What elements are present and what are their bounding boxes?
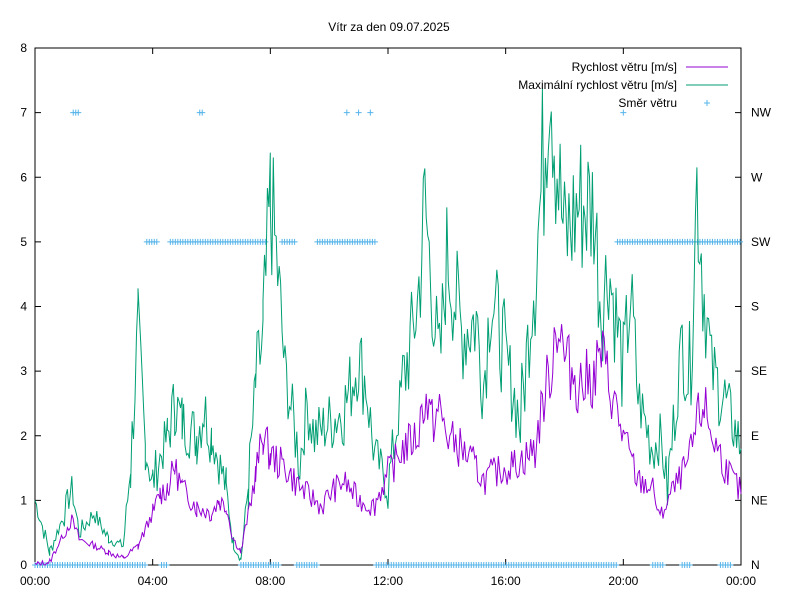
x-tick-label: 04:00 xyxy=(138,574,168,588)
series-direction xyxy=(32,109,743,568)
direction-point xyxy=(620,109,627,116)
y-left-tick-label: 2 xyxy=(20,429,27,443)
legend-label: Maximální rychlost větru [m/s] xyxy=(518,78,677,92)
direction-point xyxy=(659,562,666,568)
direction-point xyxy=(75,109,82,116)
x-tick-label: 00:00 xyxy=(20,574,50,588)
series-max-speed xyxy=(34,87,742,562)
x-tick-label: 00:00 xyxy=(726,574,756,588)
direction-point xyxy=(727,562,734,568)
direction-point xyxy=(371,238,378,245)
direction-point xyxy=(686,562,693,568)
chart-title: Vítr za den 09.07.2025 xyxy=(328,20,450,34)
direction-point xyxy=(262,238,269,245)
x-tick-label: 16:00 xyxy=(491,574,521,588)
y-left-tick-label: 0 xyxy=(20,558,27,572)
y-left-tick-label: 3 xyxy=(20,364,27,378)
y-right-tick-label: NE xyxy=(751,493,768,507)
y-left-tick-label: 8 xyxy=(20,41,27,55)
series-line-speed xyxy=(34,324,742,566)
y-right-tick-label: SW xyxy=(751,235,771,249)
legend-label: Rychlost větru [m/s] xyxy=(572,60,677,74)
y-right-tick-label: SE xyxy=(751,364,767,378)
y-left-tick-label: 5 xyxy=(20,235,27,249)
direction-point xyxy=(313,562,320,568)
legend-label: Směr větru xyxy=(618,96,677,110)
y-right-tick-label: W xyxy=(751,170,763,184)
direction-point xyxy=(291,238,298,245)
direction-point xyxy=(142,562,149,568)
direction-point xyxy=(163,562,170,568)
direction-point xyxy=(199,109,206,116)
series-line-max xyxy=(34,87,742,562)
direction-point xyxy=(343,109,350,116)
axis-ticks: 00:00 04:00 08:00 12:00 16:00 20:00 00:00 0 1 2 3 4… xyxy=(20,41,772,588)
y-left-tick-label: 4 xyxy=(20,300,27,314)
legend: Rychlost větru [m/s] Maximální rychlost v… xyxy=(518,60,728,110)
legend-swatch xyxy=(704,100,710,106)
plot-area-frame xyxy=(34,47,742,566)
x-tick-label: 08:00 xyxy=(255,574,285,588)
y-left-tick-label: 6 xyxy=(20,170,27,184)
y-left-tick-label: 7 xyxy=(20,106,27,120)
direction-point xyxy=(367,109,374,116)
direction-point xyxy=(355,109,362,116)
x-tick-label: 20:00 xyxy=(608,574,638,588)
y-right-tick-label: S xyxy=(751,300,759,314)
y-right-tick-label: E xyxy=(751,429,759,443)
direction-point xyxy=(153,238,160,245)
y-left-tick-label: 1 xyxy=(20,493,27,507)
x-tick-label: 12:00 xyxy=(373,574,403,588)
direction-point xyxy=(613,562,620,568)
direction-point xyxy=(275,562,282,568)
y-right-tick-label: N xyxy=(751,558,760,572)
series-speed xyxy=(34,324,742,566)
direction-point xyxy=(736,238,743,245)
y-right-tick-label: NW xyxy=(751,106,772,120)
